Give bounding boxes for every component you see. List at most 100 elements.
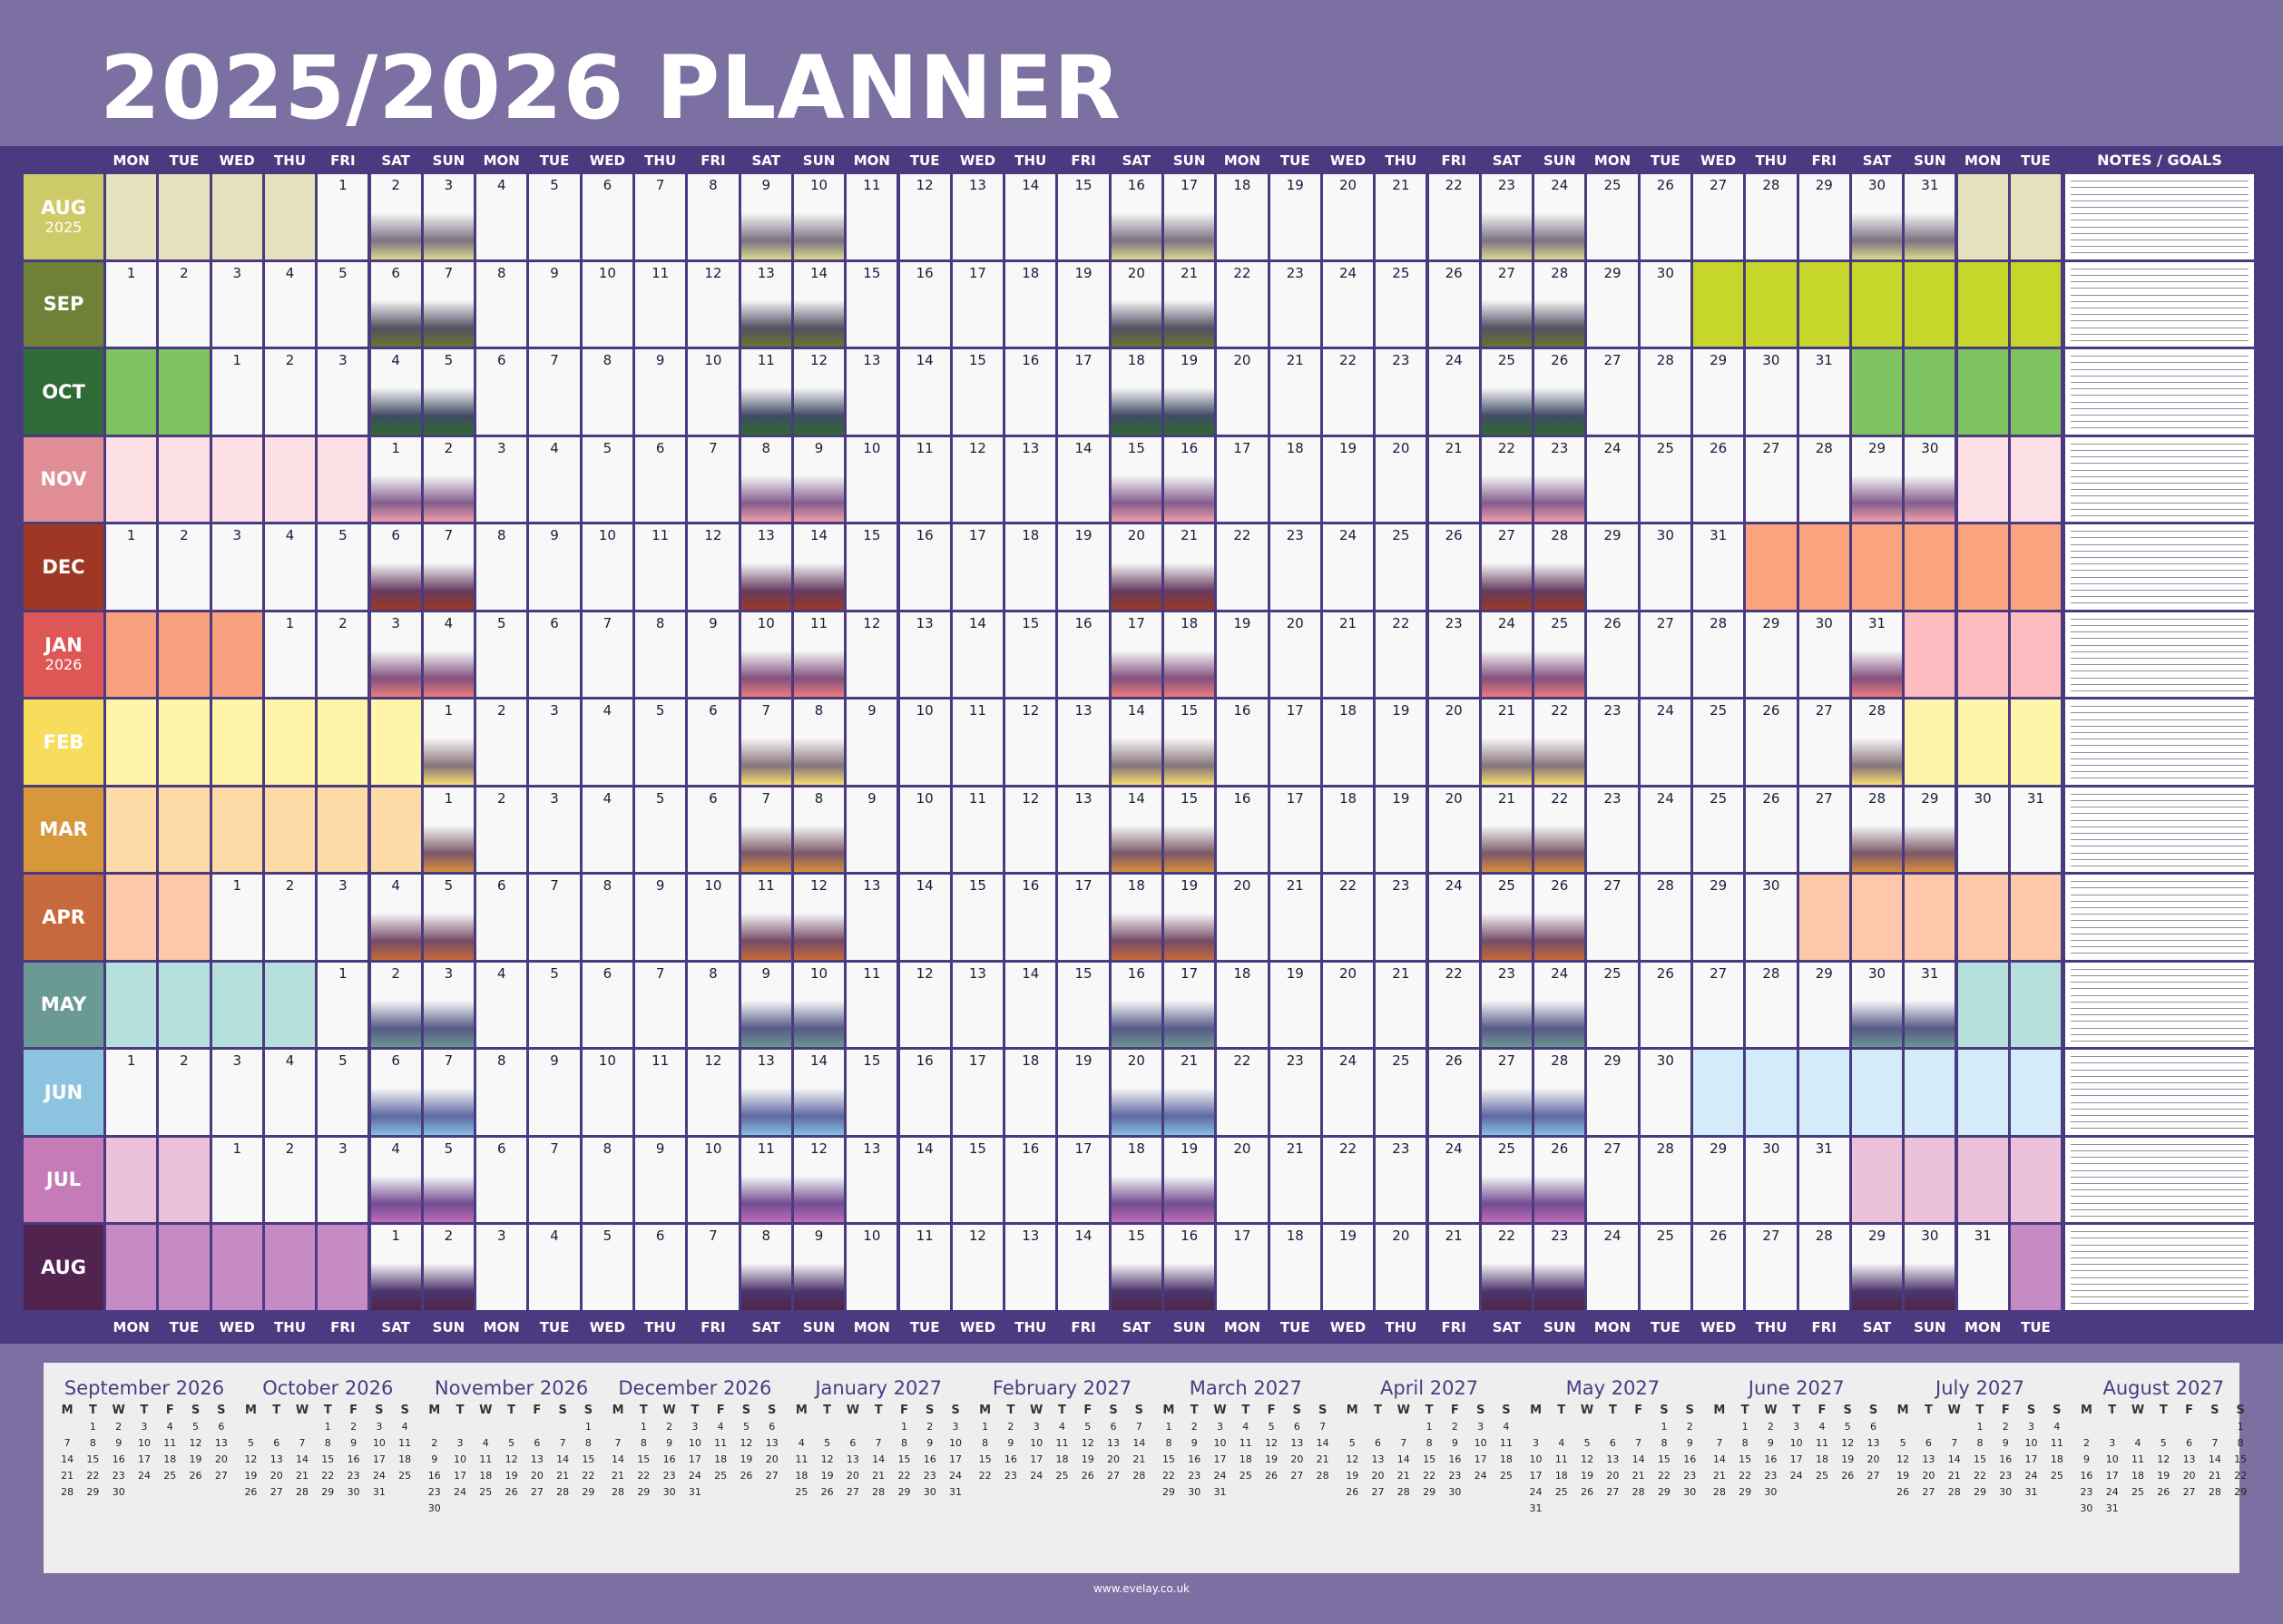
day-cell[interactable]: 7 — [740, 699, 791, 785]
day-cell[interactable]: 7 — [529, 875, 580, 960]
day-cell[interactable]: 15 — [1058, 174, 1109, 259]
day-cell[interactable]: 13 — [899, 611, 950, 697]
day-cell[interactable]: 10 — [582, 524, 632, 610]
day-cell[interactable]: 24 — [1534, 174, 1585, 259]
day-cell[interactable]: 16 — [1005, 349, 1056, 435]
day-cell[interactable]: 12 — [688, 524, 739, 610]
day-cell[interactable]: 4 — [264, 1050, 316, 1135]
day-cell[interactable]: 21 — [1481, 787, 1533, 872]
day-cell[interactable]: 26 — [1534, 875, 1585, 960]
day-cell[interactable]: 1 — [106, 524, 157, 610]
day-cell[interactable]: 26 — [1534, 349, 1585, 435]
day-cell[interactable]: 14 — [1058, 436, 1109, 522]
day-cell[interactable]: 20 — [1111, 1050, 1161, 1135]
day-cell[interactable]: 10 — [899, 787, 950, 872]
day-cell[interactable]: 2 — [423, 1225, 475, 1310]
day-cell[interactable]: 16 — [1111, 174, 1161, 259]
day-cell[interactable]: 2 — [159, 524, 210, 610]
day-cell[interactable]: 15 — [1058, 962, 1109, 1047]
day-cell[interactable]: 27 — [1481, 1050, 1533, 1135]
day-cell[interactable]: 3 — [211, 524, 262, 610]
day-cell[interactable]: 26 — [1428, 524, 1479, 610]
day-cell[interactable]: 27 — [1693, 962, 1744, 1047]
day-cell[interactable]: 8 — [582, 349, 632, 435]
day-cell[interactable]: 21 — [1481, 699, 1533, 785]
day-cell[interactable]: 1 — [423, 787, 475, 872]
day-cell[interactable]: 26 — [1746, 787, 1797, 872]
day-cell[interactable]: 18 — [1111, 349, 1161, 435]
day-cell[interactable]: 28 — [1693, 611, 1744, 697]
day-cell[interactable]: 7 — [423, 524, 475, 610]
day-cell[interactable]: 13 — [1005, 436, 1056, 522]
day-cell[interactable]: 18 — [1269, 1225, 1320, 1310]
day-cell[interactable]: 28 — [1534, 524, 1585, 610]
day-cell[interactable]: 13 — [1058, 699, 1109, 785]
day-cell[interactable]: 19 — [1164, 1137, 1215, 1222]
day-cell[interactable]: 16 — [1111, 962, 1161, 1047]
day-cell[interactable]: 8 — [476, 1050, 527, 1135]
day-cell[interactable]: 22 — [1481, 1225, 1533, 1310]
day-cell[interactable]: 11 — [635, 261, 686, 347]
day-cell[interactable]: 20 — [1322, 174, 1374, 259]
day-cell[interactable]: 9 — [529, 524, 580, 610]
day-cell[interactable]: 10 — [688, 1137, 739, 1222]
day-cell[interactable]: 5 — [635, 787, 686, 872]
day-cell[interactable]: 5 — [582, 436, 632, 522]
day-cell[interactable]: 1 — [211, 875, 262, 960]
day-cell[interactable]: 7 — [423, 261, 475, 347]
day-cell[interactable]: 16 — [1005, 875, 1056, 960]
day-cell[interactable]: 17 — [1058, 1137, 1109, 1222]
day-cell[interactable]: 4 — [370, 1137, 421, 1222]
day-cell[interactable]: 9 — [793, 436, 845, 522]
day-cell[interactable]: 5 — [635, 699, 686, 785]
day-cell[interactable]: 20 — [1376, 1225, 1426, 1310]
day-cell[interactable]: 6 — [476, 349, 527, 435]
day-cell[interactable]: 8 — [476, 524, 527, 610]
day-cell[interactable]: 20 — [1428, 699, 1479, 785]
day-cell[interactable]: 26 — [1640, 174, 1690, 259]
day-cell[interactable]: 22 — [1428, 174, 1479, 259]
day-cell[interactable]: 20 — [1111, 524, 1161, 610]
day-cell[interactable]: 8 — [740, 436, 791, 522]
day-cell[interactable]: 6 — [688, 699, 739, 785]
day-cell[interactable]: 29 — [1905, 787, 1955, 872]
day-cell[interactable]: 27 — [1640, 611, 1690, 697]
day-cell[interactable]: 3 — [211, 261, 262, 347]
day-cell[interactable]: 2 — [476, 699, 527, 785]
day-cell[interactable]: 25 — [1640, 1225, 1690, 1310]
day-cell[interactable]: 5 — [582, 1225, 632, 1310]
day-cell[interactable]: 14 — [1058, 1225, 1109, 1310]
day-cell[interactable]: 20 — [1269, 611, 1320, 697]
day-cell[interactable]: 7 — [740, 787, 791, 872]
day-cell[interactable]: 28 — [1640, 875, 1690, 960]
day-cell[interactable]: 11 — [740, 1137, 791, 1222]
day-cell[interactable]: 14 — [1111, 699, 1161, 785]
day-cell[interactable]: 8 — [793, 699, 845, 785]
day-cell[interactable]: 3 — [211, 1050, 262, 1135]
day-cell[interactable]: 18 — [1164, 611, 1215, 697]
day-cell[interactable]: 13 — [952, 962, 1004, 1047]
day-cell[interactable]: 13 — [740, 524, 791, 610]
day-cell[interactable]: 24 — [1322, 524, 1374, 610]
day-cell[interactable]: 31 — [1905, 174, 1955, 259]
day-cell[interactable]: 1 — [106, 1050, 157, 1135]
day-cell[interactable]: 18 — [1005, 524, 1056, 610]
day-cell[interactable]: 28 — [1798, 1225, 1849, 1310]
day-cell[interactable]: 16 — [899, 524, 950, 610]
day-cell[interactable]: 22 — [1534, 699, 1585, 785]
day-cell[interactable]: 24 — [1587, 436, 1638, 522]
day-cell[interactable]: 16 — [899, 1050, 950, 1135]
day-cell[interactable]: 4 — [582, 787, 632, 872]
day-cell[interactable]: 18 — [1111, 875, 1161, 960]
day-cell[interactable]: 14 — [1005, 174, 1056, 259]
day-cell[interactable]: 28 — [1851, 699, 1903, 785]
day-cell[interactable]: 10 — [847, 436, 897, 522]
day-cell[interactable]: 28 — [1640, 1137, 1690, 1222]
day-cell[interactable]: 2 — [476, 787, 527, 872]
day-cell[interactable]: 7 — [688, 1225, 739, 1310]
day-cell[interactable]: 19 — [1164, 875, 1215, 960]
day-cell[interactable]: 25 — [1481, 1137, 1533, 1222]
day-cell[interactable]: 27 — [1587, 1137, 1638, 1222]
day-cell[interactable]: 13 — [740, 1050, 791, 1135]
day-cell[interactable]: 27 — [1587, 349, 1638, 435]
